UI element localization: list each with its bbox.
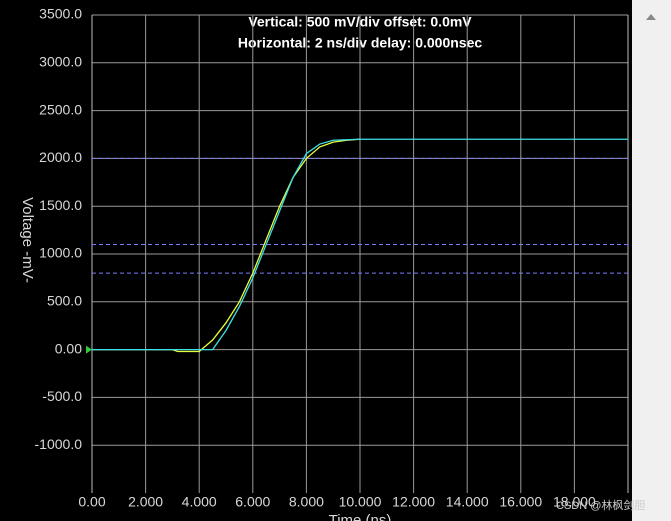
- waveform: [92, 138, 628, 351]
- y-tick-label: 2500.0: [39, 101, 82, 117]
- x-tick-label: 6.000: [235, 494, 270, 510]
- waveform: [92, 138, 361, 353]
- y-tick-label: 1500.0: [39, 197, 82, 213]
- y-tick-label: 2000.0: [39, 149, 82, 165]
- x-tick-label: 0.00: [78, 494, 105, 510]
- x-tick-label: 10.000: [339, 494, 382, 510]
- ground-marker: [86, 345, 92, 354]
- y-tick-label: 3500.0: [39, 6, 82, 22]
- x-tick-label: 2.000: [128, 494, 163, 510]
- y-tick-label: 3000.0: [39, 54, 82, 70]
- x-tick-label: 16.000: [499, 494, 542, 510]
- scroll-arrow[interactable]: [646, 14, 656, 20]
- y-tick-label: -1000.0: [35, 436, 83, 452]
- x-tick-label: 8.000: [289, 494, 324, 510]
- x-tick-label: 4.000: [182, 494, 217, 510]
- y-tick-label: 500.0: [47, 293, 82, 309]
- y-tick-label: 1000.0: [39, 245, 82, 261]
- y-tick-label: -500.0: [42, 388, 82, 404]
- x-axis-label: Time (ns): [329, 512, 392, 521]
- scrollbar[interactable]: [632, 0, 671, 521]
- y-tick-label: 0.00: [55, 340, 82, 356]
- x-tick-label: 18.000: [553, 494, 596, 510]
- x-tick-label: 14.000: [446, 494, 489, 510]
- watermark: CSDN @林枫剑胆: [556, 498, 645, 512]
- y-axis-label: Voltage -mV-: [19, 197, 36, 283]
- x-tick-label: 12.000: [392, 494, 435, 510]
